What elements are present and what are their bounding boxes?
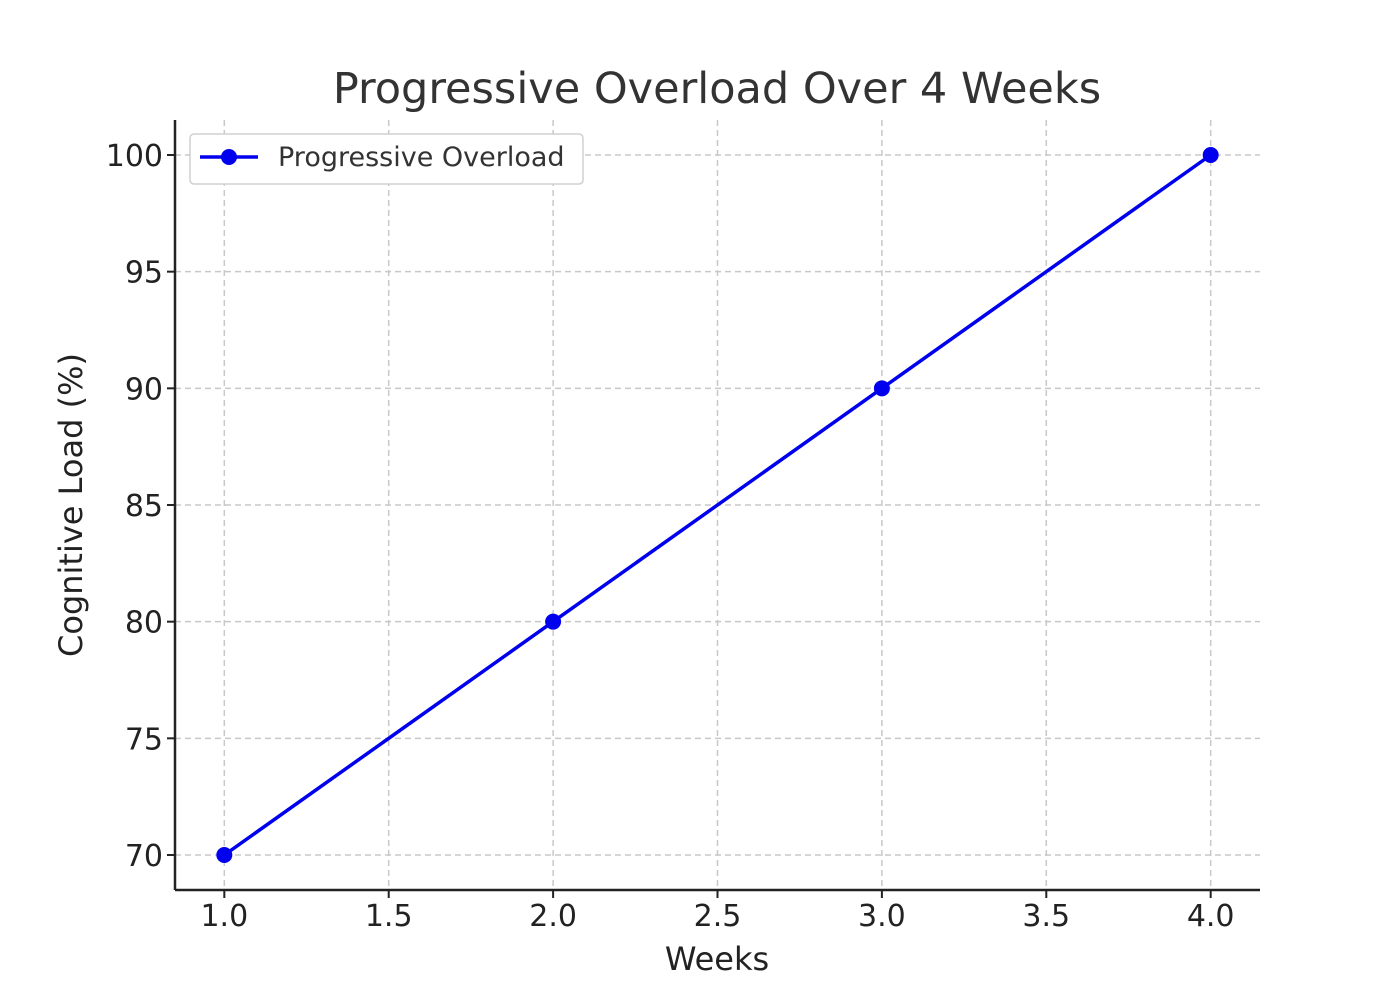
y-tick-label: 70 — [125, 839, 163, 874]
x-tick-label: 3.5 — [1022, 899, 1070, 934]
axis-ticks: 1.0 1.5 2.0 2.5 3.0 3.5 4.0 70 75 80 85 90 95 100 — [106, 139, 1235, 934]
y-tick-label: 75 — [125, 722, 163, 757]
x-tick-label: 2.0 — [529, 899, 577, 934]
series-line — [223, 153, 1212, 857]
legend: Progressive Overload — [189, 133, 584, 185]
x-tick-label: 2.5 — [694, 899, 742, 934]
y-tick-label: 80 — [125, 606, 163, 641]
x-tick-label: 3.0 — [858, 899, 906, 934]
y-axis-label: Cognitive Load (%) — [52, 353, 90, 657]
legend-entry-label: Progressive Overload — [278, 142, 565, 173]
legend-marker-swatch — [221, 149, 237, 165]
data-point — [216, 847, 233, 863]
x-axis-label: Weeks — [665, 940, 769, 978]
data-point — [1202, 147, 1219, 163]
y-tick-label: 100 — [106, 139, 163, 174]
x-tick-label: 1.0 — [200, 899, 248, 934]
y-tick-label: 85 — [125, 489, 163, 524]
x-tick-label: 1.5 — [365, 899, 413, 934]
data-point — [873, 380, 890, 397]
y-tick-label: 95 — [125, 256, 163, 291]
data-point — [545, 613, 562, 630]
chart-title: Progressive Overload Over 4 Weeks — [333, 64, 1101, 114]
y-tick-label: 90 — [125, 372, 163, 407]
x-tick-label: 4.0 — [1187, 899, 1235, 934]
series-layer — [216, 147, 1219, 863]
legend-box — [189, 133, 584, 185]
